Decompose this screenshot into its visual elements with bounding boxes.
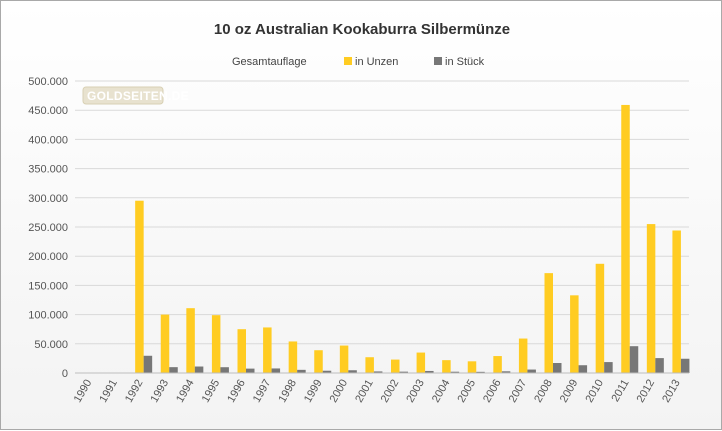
bar-unzen <box>160 314 170 373</box>
x-tick-label: 1994 <box>174 378 197 405</box>
bar-stueck <box>655 358 664 373</box>
y-tick-label: 250.000 <box>28 222 68 234</box>
watermark-logo: GOLDSEITEN.DE <box>82 86 189 105</box>
bar-unzen <box>211 315 221 373</box>
bar-stueck <box>578 365 588 373</box>
x-tick-label: 2005 <box>456 378 479 405</box>
bar-stueck <box>527 369 536 373</box>
bar-unzen <box>416 352 426 373</box>
x-tick-label: 2008 <box>532 378 555 405</box>
x-tick-label: 1990 <box>72 378 95 405</box>
y-tick-label: 300.000 <box>28 193 68 205</box>
x-axis-ticks: 1990 1991 1992 1993 1994 1995 1996 1997 1998 1999… <box>72 378 683 405</box>
bar-stueck <box>629 346 639 373</box>
gridlines <box>75 80 689 374</box>
bar-unzen <box>339 345 349 373</box>
bar-unzen <box>263 327 272 373</box>
y-tick-label: 50.000 <box>34 339 68 351</box>
x-tick-label: 2002 <box>379 378 402 405</box>
bar-unzen <box>570 295 579 373</box>
bar-stueck <box>348 370 357 373</box>
y-tick-label: 0 <box>62 368 68 380</box>
x-tick-label: 1991 <box>97 378 120 405</box>
legend-title: Gesamtauflage <box>232 56 307 68</box>
x-tick-label: 1999 <box>302 378 325 405</box>
bar-unzen <box>467 361 477 373</box>
x-tick-label: 2003 <box>404 378 427 405</box>
bar-unzen <box>621 104 630 373</box>
bar-stueck <box>143 355 153 373</box>
bar-unzen <box>442 360 451 373</box>
bar-unzen <box>595 263 605 373</box>
y-axis-ticks: 0 50.000 100.000 150.000 200.000 250.000 300.0… <box>28 76 68 380</box>
y-tick-label: 150.000 <box>28 280 68 292</box>
bar-stueck <box>476 371 485 373</box>
x-tick-label: 1998 <box>276 378 299 405</box>
watermark-plate <box>82 86 164 105</box>
bar-stueck <box>322 370 332 373</box>
bar-stueck <box>553 363 562 373</box>
x-tick-label: 1993 <box>149 378 172 405</box>
bar-unzen <box>135 200 144 373</box>
bar-unzen <box>493 356 502 373</box>
x-tick-label: 2000 <box>328 378 351 405</box>
bar-unzen <box>518 338 528 373</box>
bar-stueck <box>373 371 383 373</box>
bar-unzen <box>391 359 400 373</box>
bar-unzen <box>672 230 681 373</box>
x-tick-label: 1995 <box>200 378 223 405</box>
bar-unzen <box>237 329 246 373</box>
y-tick-label: 450.000 <box>28 105 68 117</box>
bar-unzen <box>544 273 553 373</box>
x-tick-label: 2006 <box>481 378 504 405</box>
x-tick-label: 2010 <box>583 378 606 405</box>
y-tick-label: 400.000 <box>28 134 68 146</box>
bar-stueck <box>399 371 408 373</box>
bar-stueck <box>297 369 306 373</box>
bar-stueck <box>246 368 255 373</box>
x-tick-label: 1992 <box>123 378 146 405</box>
x-tick-label: 2012 <box>635 378 658 405</box>
legend-swatch-stueck <box>434 57 442 65</box>
bar-stueck <box>680 358 690 373</box>
bar-unzen <box>288 341 298 373</box>
x-tick-label: 2004 <box>430 378 453 405</box>
x-tick-label: 2001 <box>353 378 376 405</box>
bar-stueck <box>169 367 178 373</box>
x-tick-label: 2011 <box>609 378 631 404</box>
bars <box>135 104 690 373</box>
y-tick-label: 200.000 <box>28 251 68 263</box>
x-tick-label: 2009 <box>558 378 581 405</box>
legend-label-stueck: in Stück <box>445 56 485 68</box>
x-tick-label: 2007 <box>507 378 530 405</box>
chart-title: 10 oz Australian Kookaburra Silbermünze <box>214 21 510 38</box>
bar-unzen <box>365 357 374 373</box>
x-tick-label: 1996 <box>225 378 248 405</box>
bar-stueck <box>194 366 204 373</box>
bar-stueck <box>425 370 434 373</box>
legend: Gesamtauflage in Unzen in Stück <box>232 56 485 68</box>
y-tick-label: 500.000 <box>28 76 68 88</box>
legend-label-unzen: in Unzen <box>355 56 398 68</box>
y-tick-label: 100.000 <box>28 310 68 322</box>
bar-stueck <box>604 362 613 373</box>
watermark-text: GOLDSEITEN.DE <box>87 89 189 103</box>
bar-stueck <box>450 371 460 373</box>
bar-stueck <box>501 371 511 373</box>
bar-stueck <box>271 368 281 373</box>
bar-stueck <box>220 367 229 373</box>
legend-swatch-unzen <box>344 57 352 65</box>
y-tick-label: 350.000 <box>28 164 68 176</box>
bar-unzen <box>646 224 656 373</box>
bar-unzen <box>186 308 195 373</box>
bar-unzen <box>314 350 323 373</box>
x-tick-label: 2013 <box>660 378 683 405</box>
x-tick-label: 1997 <box>251 378 274 405</box>
